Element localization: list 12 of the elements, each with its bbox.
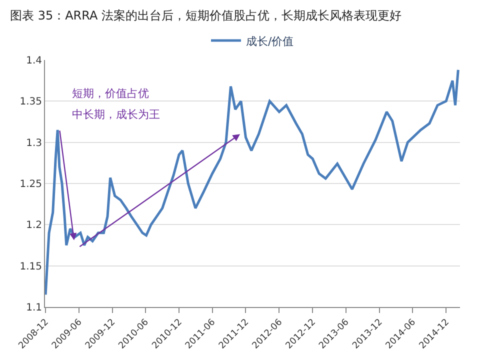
y-tick-label: 1.35 (20, 96, 42, 108)
y-tick-label: 1.1 (26, 302, 42, 314)
annotation: 中长期，成长为王 (72, 108, 160, 121)
chart-title: 图表 35：ARRA 法案的出台后，短期价值股占优，长期成长风格表现更好 (10, 8, 402, 22)
y-tick-label: 1.3 (26, 138, 42, 149)
annotation: 短期，价值占优 (72, 87, 149, 100)
y-tick-label: 1.25 (20, 179, 42, 190)
y-tick-label: 1.2 (26, 220, 42, 232)
y-tick-label: 1.4 (26, 56, 42, 66)
line-series (45, 68, 460, 296)
y-tick-label: 1.15 (20, 261, 42, 272)
legend-label: 成长/价值 (246, 34, 294, 48)
